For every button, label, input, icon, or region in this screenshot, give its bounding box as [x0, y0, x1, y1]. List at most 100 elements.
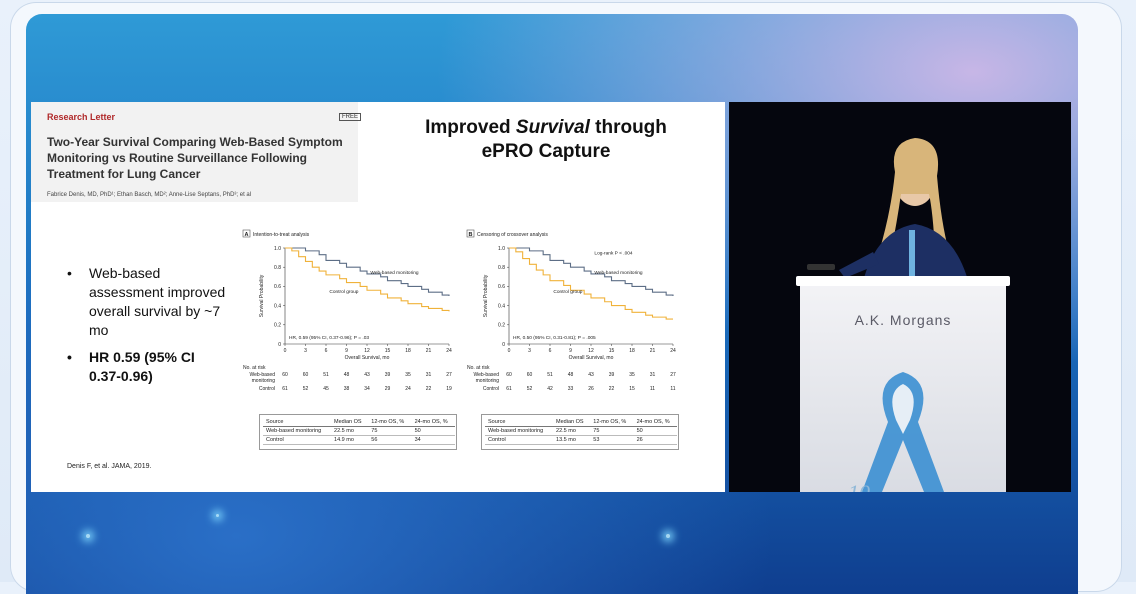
presentation-slide: Research Letter FREE Two-Year Survival C…: [31, 102, 725, 492]
podium: A.K. Morgans 10: [796, 276, 1010, 492]
table-header: Source: [263, 418, 332, 427]
at-risk-cell: 61: [282, 386, 288, 392]
slide-title-em: Survival: [515, 117, 590, 138]
panel-letter-box: [242, 229, 251, 238]
hazard-ratio-label: HR, 0.50 (95% CI, 0.31-0.81); P = .005: [513, 335, 596, 341]
table-cell: 26: [633, 435, 677, 445]
table-cell: 75: [590, 426, 634, 436]
at-risk-cell: 11: [650, 386, 655, 392]
x-tick-label: 24: [446, 348, 452, 354]
web-based-monitoring-line: [285, 247, 450, 296]
x-tick-label: 18: [629, 348, 635, 354]
web-based-monitoring-line: [509, 247, 674, 296]
series-label-control: Control group: [329, 289, 358, 295]
ribbon-text: 10: [848, 480, 870, 492]
control-group-line: [509, 247, 673, 320]
panel-letter: B: [469, 232, 473, 238]
km-panel-a: A Intention-to-treat analysis 0 0.2 0.4 0.6 0.…: [237, 228, 461, 408]
x-tick-label: 12: [588, 348, 594, 354]
table-row: Control 14.9 mo 56 34: [263, 435, 455, 445]
at-risk-cell: 51: [547, 372, 553, 378]
os-table-a: Source Median OS 12-mo OS, % 24-mo OS, %…: [263, 418, 455, 445]
series-label-control: Control group: [553, 289, 582, 295]
y-tick-label: 0.6: [498, 284, 505, 290]
km-chart-b: B Censoring of crossover analysis 0 0.2 0.4 0…: [466, 229, 676, 392]
y-tick-label: 0.2: [274, 323, 281, 329]
section-label: Research Letter: [47, 112, 116, 122]
table-cell: 13.5 mo: [553, 435, 591, 445]
table-cell: 22.5 mo: [553, 426, 591, 436]
table-border-a: [259, 414, 457, 450]
at-risk-row-label: Control: [259, 386, 275, 392]
y-axis-label: Survival Probability: [259, 274, 265, 317]
x-tick-label: 6: [549, 348, 552, 354]
os-table-b: Source Median OS 12-mo OS, % 24-mo OS, %…: [485, 418, 677, 445]
x-axis-label: Overall Survival, mo: [569, 355, 614, 361]
paper-header: Research Letter FREE Two-Year Survival C…: [31, 102, 362, 202]
paper-authors: Fabrice Denis, MD, PhD¹; Ethan Basch, MD…: [47, 192, 252, 198]
citation: Denis F, et al. JAMA, 2019.: [67, 463, 152, 470]
x-tick-label: 21: [426, 348, 432, 354]
x-tick-label: 15: [609, 348, 615, 354]
x-tick-label: 18: [405, 348, 411, 354]
table-header-row: Source Median OS 12-mo OS, % 24-mo OS, %: [485, 418, 677, 427]
speaker-video: A.K. Morgans 10: [729, 102, 1071, 492]
at-risk-cell: 22: [426, 386, 432, 392]
slide-title: Improved Survival through ePRO Capture: [391, 116, 701, 164]
at-risk-cell: 24: [405, 386, 411, 392]
x-tick-label: 0: [284, 348, 287, 354]
x-tick-label: 15: [385, 348, 391, 354]
km-chart-a: A Intention-to-treat analysis 0 0.2 0.4 0.6 0.…: [242, 229, 452, 392]
at-risk-row-label: monitoring: [476, 378, 500, 384]
at-risk-row-label: Control: [483, 386, 499, 392]
table-cell: Web-based monitoring: [263, 426, 332, 436]
y-tick-label: 0: [502, 342, 505, 348]
y-tick-label: 0.4: [274, 303, 281, 309]
speaker-figure: [807, 138, 973, 302]
y-tick-label: 0.8: [274, 265, 281, 271]
at-risk-cell: 60: [282, 372, 288, 378]
table-cell: Control: [263, 435, 332, 445]
y-tick-label: 0.8: [498, 265, 505, 271]
x-tick-label: 9: [569, 348, 572, 354]
table-cell: 50: [633, 426, 677, 436]
panel-title: Intention-to-treat analysis: [253, 232, 310, 238]
x-tick-label: 3: [304, 348, 307, 354]
at-risk-cell: 39: [385, 372, 391, 378]
at-risk-cell: 51: [323, 372, 329, 378]
table-header-row: Source Median OS 12-mo OS, % 24-mo OS, %: [263, 418, 455, 427]
at-risk-row-label: Web-based: [250, 372, 276, 378]
table-header: Median OS: [553, 418, 591, 427]
panel-title: Censoring of crossover analysis: [477, 232, 548, 238]
y-tick-label: 0.2: [498, 323, 505, 329]
at-risk-cell: 11: [670, 386, 675, 392]
table-cell: 34: [411, 435, 455, 445]
y-tick-label: 0.4: [498, 303, 505, 309]
table-cell: 14.9 mo: [331, 435, 369, 445]
y-tick-label: 0.6: [274, 284, 281, 290]
at-risk-cell: 27: [670, 372, 676, 378]
y-tick-label: 0: [278, 342, 281, 348]
at-risk-title: No. at risk: [467, 365, 490, 371]
bullet-item: • HR 0.59 (95% CI 0.37-0.96): [67, 348, 227, 386]
free-badge: FREE: [339, 113, 362, 121]
bullet-dot-icon: •: [67, 265, 72, 281]
bullet-item: • Web-based assessment improved overall s…: [67, 264, 227, 340]
at-risk-cell: 60: [303, 372, 309, 378]
y-tick-label: 1.0: [498, 246, 505, 252]
at-risk-row-label: Web-based: [474, 372, 500, 378]
table-cell: Web-based monitoring: [485, 426, 554, 436]
series-label-web: Web-based monitoring: [594, 270, 643, 276]
control-group-line: [285, 247, 450, 312]
at-risk-cell: 43: [364, 372, 370, 378]
at-risk-cell: 15: [629, 386, 635, 392]
at-risk-cell: 31: [426, 372, 432, 378]
at-risk-cell: 39: [609, 372, 615, 378]
at-risk-cell: 48: [344, 372, 350, 378]
at-risk-cell: 29: [385, 386, 391, 392]
at-risk-cell: 43: [588, 372, 594, 378]
table-cell: 56: [368, 435, 412, 445]
bullet-list: • Web-based assessment improved overall s…: [67, 264, 227, 394]
table-cell: 53: [590, 435, 634, 445]
table-header: 24-mo OS, %: [633, 418, 677, 427]
